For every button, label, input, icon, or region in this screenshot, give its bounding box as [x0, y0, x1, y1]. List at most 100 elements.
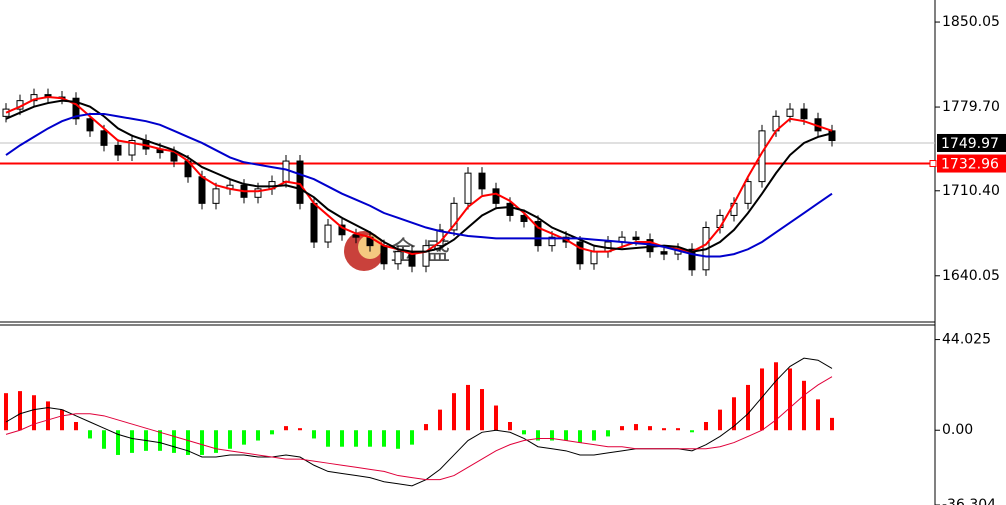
histogram-bar: [298, 428, 302, 431]
candle-body: [520, 214, 528, 222]
candle-body: [744, 181, 752, 204]
candle-body: [324, 224, 332, 243]
histogram-bar: [312, 430, 316, 439]
candle-body: [86, 118, 94, 132]
histogram-bar: [508, 421, 512, 431]
candle-body: [478, 172, 486, 190]
candle-body: [352, 234, 360, 238]
candle-body: [660, 251, 668, 255]
candle-body: [828, 130, 836, 142]
price-label-box: [937, 133, 1006, 152]
histogram-bar: [480, 389, 484, 431]
candle-body: [590, 251, 598, 265]
candle-body: [72, 97, 80, 120]
indicator-line: [5, 376, 833, 481]
y-tick-label: 1710.40: [942, 183, 1000, 199]
histogram-bar: [284, 426, 288, 431]
histogram-bar: [60, 409, 64, 431]
candle-body: [254, 188, 262, 198]
histogram-bar: [494, 405, 498, 431]
candle-body: [114, 144, 122, 156]
histogram-bar: [816, 399, 820, 431]
candle-body: [492, 188, 500, 204]
candle-body: [338, 224, 346, 236]
y-tick-label: 1850.05: [942, 14, 1000, 30]
candle-body: [394, 251, 402, 265]
histogram-bar: [74, 421, 78, 431]
histogram-bar: [760, 368, 764, 431]
histogram-bar: [438, 409, 442, 431]
histogram-bar: [46, 401, 50, 431]
histogram-bar: [718, 409, 722, 431]
candle-body: [534, 220, 542, 247]
candle-body: [30, 94, 38, 102]
histogram-bar: [550, 430, 554, 441]
histogram-bar: [522, 430, 526, 435]
histogram-bar: [382, 430, 386, 447]
candle-body: [380, 245, 388, 265]
y-tick-label: 1779.70: [942, 99, 1000, 115]
candle-body: [296, 160, 304, 204]
histogram-bar: [592, 430, 596, 441]
candle-body: [422, 245, 430, 267]
candle-body: [632, 236, 640, 241]
histogram-bar: [256, 430, 260, 441]
histogram-bar: [620, 426, 624, 431]
histogram-bar: [802, 380, 806, 431]
histogram-bar: [214, 430, 218, 453]
macd-panel: [4, 357, 834, 487]
histogram-bar: [466, 384, 470, 431]
histogram-bar: [88, 430, 92, 439]
main-panel: [0, 88, 935, 276]
histogram-bar: [648, 426, 652, 431]
indicator-line: [5, 99, 833, 253]
price-line-marker: [929, 160, 937, 168]
price-label-box: [937, 154, 1006, 173]
histogram-bar: [228, 430, 232, 449]
histogram-bar: [186, 430, 190, 455]
y-tick-label: 44.025: [942, 332, 991, 348]
histogram-bar: [102, 430, 106, 449]
histogram-bar: [116, 430, 120, 455]
candle-body: [100, 130, 108, 146]
histogram-bar: [788, 368, 792, 431]
histogram-bar: [676, 428, 680, 431]
candle-body: [688, 248, 696, 271]
histogram-bar: [200, 430, 204, 455]
indicator-line: [5, 357, 833, 487]
histogram-bar: [326, 430, 330, 447]
watermark: 金 盛: [344, 231, 450, 271]
price-label: 1749.97: [941, 136, 999, 152]
histogram-bar: [242, 430, 246, 445]
histogram-bar: [662, 428, 666, 431]
histogram-bar: [634, 424, 638, 431]
histogram-bar: [746, 384, 750, 431]
candle-body: [450, 202, 458, 231]
histogram-bar: [536, 430, 540, 441]
candle-body: [786, 108, 794, 117]
histogram-bar: [340, 430, 344, 447]
histogram-bar: [452, 393, 456, 431]
candle-body: [506, 202, 514, 216]
price-label: 1732.96: [941, 157, 999, 173]
histogram-bar: [270, 430, 274, 435]
histogram-bar: [578, 430, 582, 443]
histogram-bar: [690, 430, 694, 433]
histogram-bar: [424, 424, 428, 431]
histogram-bar: [354, 430, 358, 447]
histogram-bar: [158, 430, 162, 451]
candle-body: [548, 236, 556, 247]
histogram-bar: [130, 430, 134, 453]
histogram-bar: [18, 391, 22, 431]
candle-body: [198, 176, 206, 204]
y-tick-label: 1640.05: [942, 268, 1000, 284]
histogram-bar: [704, 421, 708, 431]
candle-body: [576, 241, 584, 265]
candle-body: [800, 108, 808, 120]
candle-body: [128, 140, 136, 156]
histogram-bar: [606, 430, 610, 437]
y-tick-label: 0.00: [942, 422, 973, 438]
histogram-bar: [830, 417, 834, 431]
histogram-bar: [774, 362, 778, 431]
